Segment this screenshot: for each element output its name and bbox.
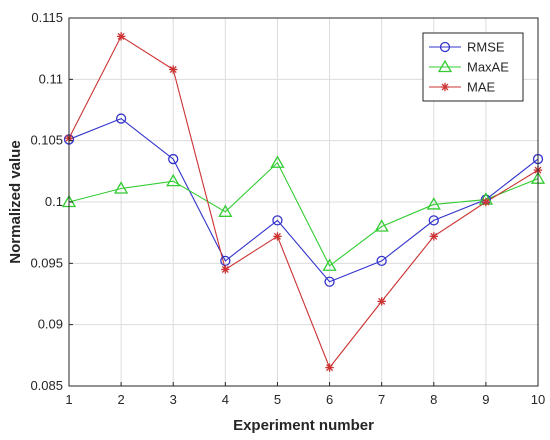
y-axis-label: Normalized value <box>7 140 24 263</box>
data-point-mae <box>169 65 178 74</box>
series-line-maxae <box>68 161 539 267</box>
legend-label: RMSE <box>467 40 505 55</box>
tick-labels: 1 2 3 4 5 6 7 8 9 10 0.085 0.09 0.095 0.1 0.105 0.11 0.1… <box>30 10 545 407</box>
series-line-rmse <box>68 117 539 283</box>
data-point-mae <box>325 363 334 372</box>
data-point-maxae <box>113 181 129 194</box>
x-tick-label: 10 <box>531 392 545 407</box>
legend-marker <box>440 82 450 92</box>
y-tick-label: 0.1 <box>45 194 63 209</box>
y-tick-label: 0.11 <box>39 71 63 86</box>
data-point-rmse <box>428 215 439 226</box>
data-point-rmse <box>272 215 283 226</box>
y-tick-label: 0.09 <box>38 317 63 332</box>
data-point-rmse <box>168 153 179 165</box>
x-tick-label: 8 <box>430 392 437 407</box>
legend-label: MAE <box>467 80 496 95</box>
x-tick-label: 4 <box>222 392 229 407</box>
data-point-maxae <box>270 155 285 168</box>
y-tick-label: 0.105 <box>30 133 63 148</box>
series-line-mae <box>68 35 539 369</box>
legend-marker <box>439 41 451 53</box>
data-point-mae <box>116 32 126 41</box>
legend-label: MaxAE <box>467 60 509 75</box>
data-point-rmse <box>115 113 127 124</box>
data-point-maxae <box>218 204 233 217</box>
data-point-rmse <box>376 255 387 267</box>
legend-item-mae: MAE <box>429 80 496 95</box>
x-tick-label: 3 <box>170 392 177 407</box>
data-point-maxae <box>322 258 337 271</box>
x-tick-label: 6 <box>326 392 333 407</box>
x-tick-label: 7 <box>378 392 385 407</box>
legend-item-maxae: MaxAE <box>429 60 509 75</box>
x-tick-label: 1 <box>65 392 72 407</box>
data-point-maxae <box>166 173 181 187</box>
data-point-mae <box>221 265 230 274</box>
y-tick-label: 0.115 <box>31 10 63 25</box>
x-tick-label: 5 <box>274 392 281 407</box>
data-point-mae <box>377 297 386 306</box>
legend: RMSE MaxAE MAE <box>422 32 524 102</box>
legend-item-rmse: RMSE <box>429 40 505 55</box>
x-axis-label: Experiment number <box>233 417 374 434</box>
x-tick-label: 9 <box>482 392 489 407</box>
data-point-mae <box>273 232 282 241</box>
legend-marker <box>437 59 453 73</box>
data-point-mae <box>429 232 438 241</box>
data-point-rmse <box>324 276 335 287</box>
data-point-maxae <box>426 197 441 210</box>
y-tick-label: 0.095 <box>30 255 63 270</box>
data-point-maxae <box>374 219 389 232</box>
y-tick-label: 0.085 <box>30 378 63 393</box>
data-point-mae <box>481 197 491 207</box>
x-tick-label: 2 <box>117 392 124 407</box>
series-lines <box>68 35 539 369</box>
